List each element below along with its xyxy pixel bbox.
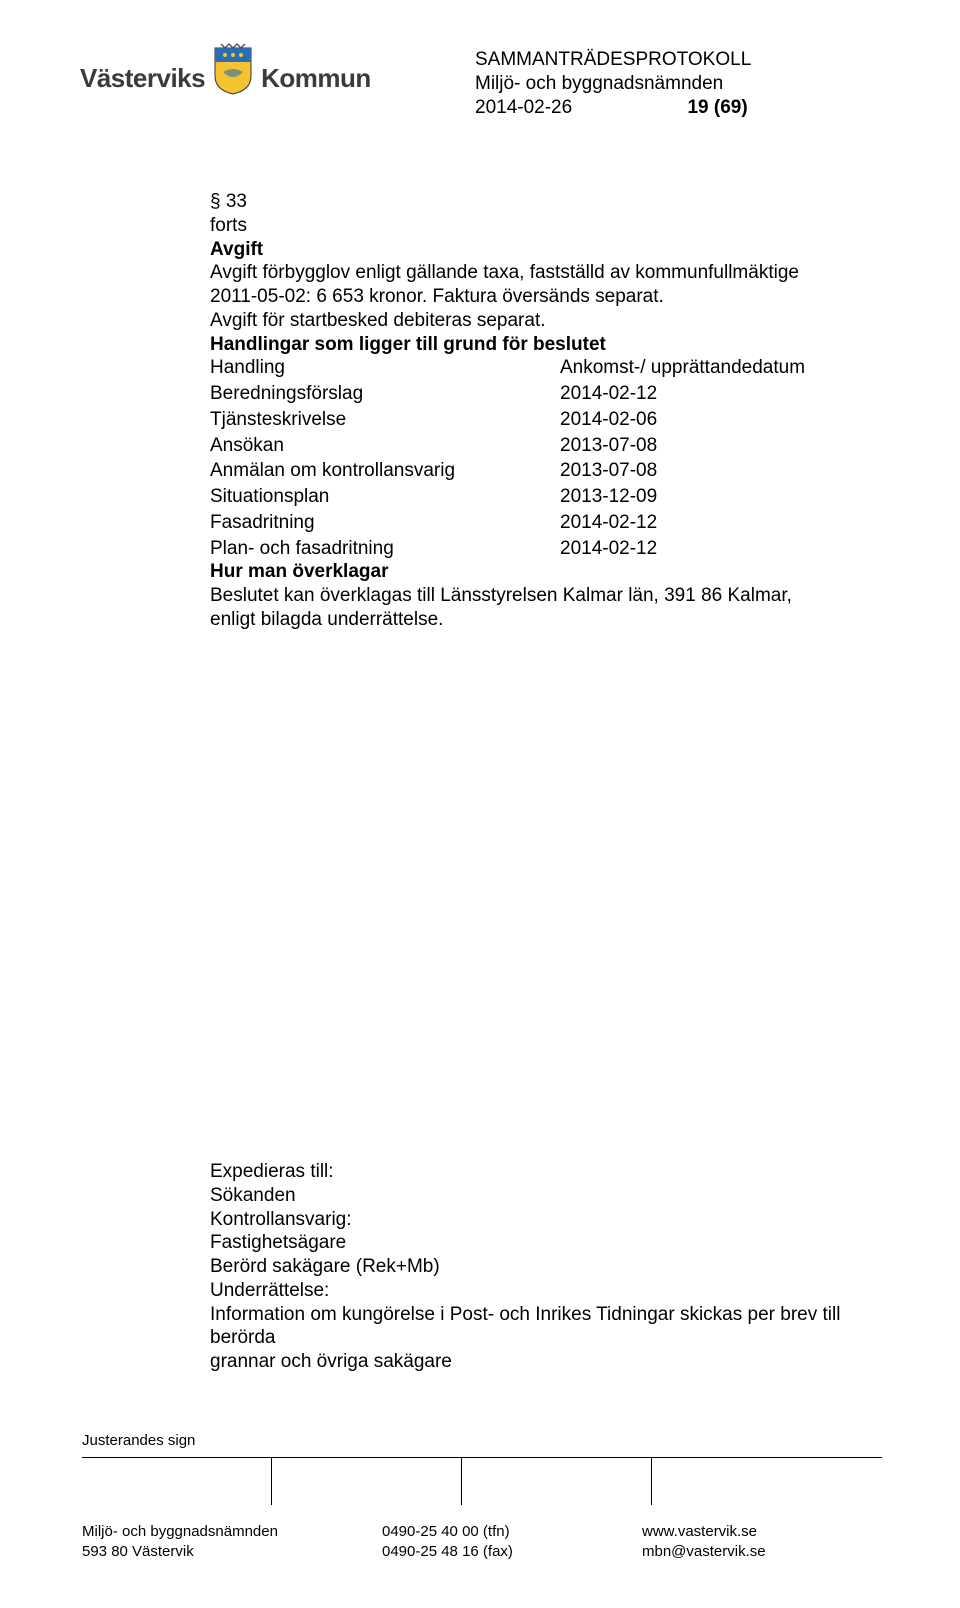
expedieras-title: Expedieras till:: [210, 1160, 900, 1184]
expedieras-l3: Fastighetsägare: [210, 1231, 900, 1255]
doc-type: SAMMANTRÄDESPROTOKOLL: [475, 48, 905, 72]
table-cell: 2013-07-08: [560, 459, 900, 483]
handlingar-col1: Handling: [210, 356, 560, 380]
page-number: 19 (69): [687, 96, 747, 120]
sig-cell: [462, 1458, 652, 1505]
avgift-p1b: 2011-05-02: 6 653 kronor. Faktura översä…: [210, 285, 900, 309]
expedieras-block: Expedieras till: Sökanden Kontrollansvar…: [210, 1160, 900, 1374]
logo-block: Västerviks Kommun: [80, 42, 371, 94]
avgift-p2: Avgift för startbesked debiteras separat…: [210, 309, 900, 333]
table-cell: 2014-02-12: [560, 511, 900, 535]
footer-col1b: 593 80 Västervik: [82, 1542, 382, 1562]
footer-signature: Justerandes sign: [82, 1432, 882, 1505]
footer-col1: Miljö- och byggnadsnämnden 593 80 Väster…: [82, 1522, 382, 1561]
avgift-p1a: Avgift förbygglov enligt gällande taxa, …: [210, 261, 900, 285]
handlingar-title: Handlingar som ligger till grund för bes…: [210, 333, 900, 357]
expedieras-p1b: grannar och övriga sakägare: [210, 1350, 900, 1374]
table-cell: 2014-02-12: [560, 537, 900, 561]
handlingar-col2: Ankomst-/ upprättandedatum: [560, 356, 900, 380]
avgift-title: Avgift: [210, 238, 900, 262]
handlingar-table: Handling Ankomst-/ upprättandedatum Bere…: [210, 356, 900, 560]
header-date: 2014-02-26: [475, 97, 572, 118]
footer-col3: www.vastervik.se mbn@vastervik.se: [642, 1522, 882, 1561]
sig-grid: [82, 1457, 882, 1505]
section-cont: forts: [210, 214, 900, 238]
table-cell: Plan- och fasadritning: [210, 537, 560, 561]
overklagar-p1a: Beslutet kan överklagas till Länsstyrels…: [210, 584, 900, 608]
date-line: 2014-02-26 19 (69): [475, 96, 905, 120]
body: § 33 forts Avgift Avgift förbygglov enli…: [210, 190, 900, 632]
footer-col1a: Miljö- och byggnadsnämnden: [82, 1522, 382, 1542]
footer-col2a: 0490-25 40 00 (tfn): [382, 1522, 642, 1542]
table-cell: 2014-02-12: [560, 382, 900, 406]
sig-cell: [82, 1458, 272, 1505]
crest-icon: [211, 42, 255, 96]
logo-brand1: Västerviks: [80, 62, 205, 95]
footer-col2b: 0490-25 48 16 (fax): [382, 1542, 642, 1562]
footer-col3b: mbn@vastervik.se: [642, 1542, 882, 1562]
sig-label: Justerandes sign: [82, 1432, 882, 1451]
expedieras-l1: Sökanden: [210, 1184, 900, 1208]
page: Västerviks Kommun SAMMANTRÄDESPROTOKOLL …: [0, 0, 960, 1608]
table-cell: Fasadritning: [210, 511, 560, 535]
committee: Miljö- och byggnadsnämnden: [475, 72, 905, 96]
table-cell: Situationsplan: [210, 485, 560, 509]
sig-cell: [272, 1458, 462, 1505]
overklagar-title: Hur man överklagar: [210, 560, 900, 584]
header-right: SAMMANTRÄDESPROTOKOLL Miljö- och byggnad…: [475, 48, 905, 119]
sig-cell: [652, 1458, 842, 1505]
table-cell: 2013-12-09: [560, 485, 900, 509]
table-cell: 2014-02-06: [560, 408, 900, 432]
footer-info: Miljö- och byggnadsnämnden 593 80 Väster…: [82, 1522, 882, 1561]
expedieras-l4: Berörd sakägare (Rek+Mb): [210, 1255, 900, 1279]
overklagar-p1b: enligt bilagda underrättelse.: [210, 608, 900, 632]
table-cell: Ansökan: [210, 434, 560, 458]
table-cell: Beredningsförslag: [210, 382, 560, 406]
table-cell: 2013-07-08: [560, 434, 900, 458]
footer-col3a: www.vastervik.se: [642, 1522, 882, 1542]
logo-brand2: Kommun: [261, 62, 371, 95]
table-cell: Anmälan om kontrollansvarig: [210, 459, 560, 483]
expedieras-l2: Kontrollansvarig:: [210, 1208, 900, 1232]
expedieras-subtitle: Underrättelse:: [210, 1279, 900, 1303]
table-cell: Tjänsteskrivelse: [210, 408, 560, 432]
footer-col2: 0490-25 40 00 (tfn) 0490-25 48 16 (fax): [382, 1522, 642, 1561]
section-num: § 33: [210, 190, 900, 214]
expedieras-p1a: Information om kungörelse i Post- och In…: [210, 1303, 900, 1351]
